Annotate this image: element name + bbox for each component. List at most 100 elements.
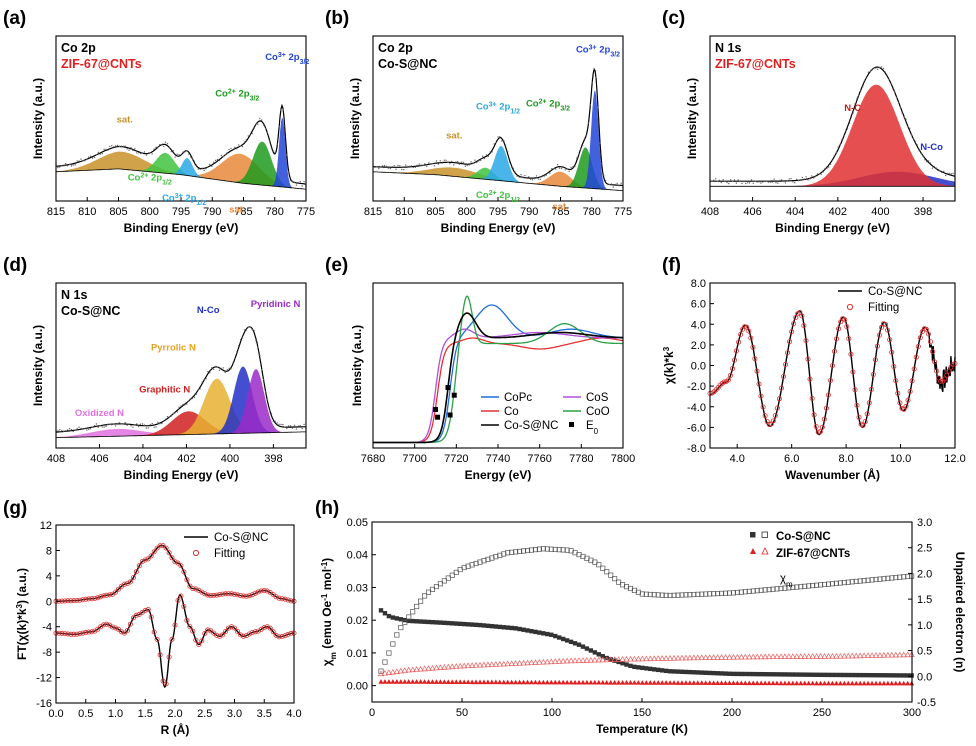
series-triangle-filled <box>778 680 784 686</box>
raw-data-point <box>541 175 543 178</box>
series-square-filled <box>513 626 518 631</box>
raw-data-point <box>385 165 388 167</box>
series-triangle-open <box>686 654 694 661</box>
raw-data-point <box>243 329 246 331</box>
series-square-filled <box>473 622 479 628</box>
series-square-filled <box>410 618 415 624</box>
series-triangle-filled <box>675 680 681 685</box>
series-triangle-open <box>512 660 519 666</box>
raw-data-point <box>64 162 67 165</box>
fit-point <box>811 412 817 418</box>
raw-data-point <box>860 90 862 92</box>
series-square-filled <box>434 620 439 625</box>
x-tick-label: 0.0 <box>48 708 63 720</box>
fit-point <box>89 629 95 635</box>
series-triangle-filled <box>616 680 622 685</box>
series-triangle-open <box>563 657 571 664</box>
fit-point <box>721 379 727 385</box>
x-tick-label: 805 <box>426 206 444 218</box>
series-triangle-open <box>472 662 480 668</box>
raw-data-point <box>401 168 403 171</box>
fit-point <box>205 592 211 598</box>
raw-data-point <box>773 178 775 180</box>
raw-data-point <box>276 143 278 145</box>
raw-data-point <box>249 134 251 136</box>
fit-point <box>231 625 237 631</box>
raw-data-point <box>780 179 783 181</box>
fit-point <box>184 617 190 623</box>
fit-point <box>225 625 231 631</box>
fit-point <box>870 371 876 377</box>
series-triangle-filled <box>449 679 455 684</box>
fit-point <box>83 596 89 602</box>
series-square-open <box>881 576 887 582</box>
raw-data-point <box>107 149 109 151</box>
series-triangle-filled <box>540 679 546 685</box>
x-tick-label: 810 <box>78 206 96 218</box>
fit-point <box>746 328 752 334</box>
panel-sample: Co-S@NC <box>61 304 120 318</box>
series-triangle-filled <box>421 679 428 684</box>
series-square-open <box>378 668 384 674</box>
series-triangle-open <box>381 669 389 676</box>
raw-data-point <box>903 116 905 119</box>
raw-data-point <box>147 152 149 154</box>
raw-data-point <box>520 174 522 176</box>
series-triangle-filled <box>885 680 891 686</box>
series-triangle-open <box>809 653 816 659</box>
series-square-filled <box>560 636 566 642</box>
series-square-filled <box>719 671 724 676</box>
series-square-filled <box>632 664 637 670</box>
background-line <box>56 431 307 438</box>
raw-data-point <box>132 149 134 152</box>
fit-point <box>832 348 838 354</box>
series-square-open <box>810 583 816 589</box>
series-square-open <box>469 562 475 568</box>
fit-point <box>276 595 282 601</box>
raw-data-point <box>383 165 386 167</box>
series-square-filled <box>727 671 732 676</box>
series-square-filled <box>687 669 693 675</box>
legend-marker <box>761 547 769 555</box>
raw-data-point <box>122 423 125 425</box>
series-square-open <box>873 576 879 583</box>
series-square-filled <box>588 648 594 653</box>
fit-point <box>781 373 787 379</box>
raw-data-point <box>449 163 451 165</box>
series-triangle-filled <box>742 680 748 686</box>
series-triangle-filled <box>437 679 443 684</box>
raw-data-point <box>722 179 724 181</box>
fit-point <box>142 557 148 563</box>
raw-data-point <box>80 427 82 430</box>
raw-data-point <box>78 426 80 428</box>
raw-data-point <box>737 179 739 181</box>
raw-data-point <box>816 173 819 175</box>
raw-data-point <box>201 167 203 169</box>
series-triangle-filled <box>414 679 420 684</box>
series-square-filled <box>850 672 855 678</box>
series-triangle-open <box>393 668 401 674</box>
series-triangle-filled <box>877 680 883 686</box>
raw-data-point <box>284 426 286 428</box>
raw-data-point <box>551 168 553 170</box>
y-axis-label: Intensity (a.u.) <box>31 325 45 406</box>
series-triangle-open <box>702 654 709 660</box>
series-triangle-open <box>658 655 666 661</box>
y2-tick-label: 0.0 <box>917 671 932 683</box>
raw-data-point <box>266 398 269 401</box>
raw-data-point <box>788 178 790 180</box>
fit-point <box>172 622 178 628</box>
fit-point <box>205 627 211 633</box>
fit-point <box>151 629 157 635</box>
raw-data-point <box>164 418 167 420</box>
series-square-open <box>786 585 792 591</box>
raw-data-point <box>528 176 530 178</box>
raw-data-point <box>593 68 595 70</box>
fit-point <box>74 598 80 604</box>
raw-data-point <box>111 145 113 147</box>
series-triangle-open <box>888 651 896 658</box>
fit-point <box>234 629 240 635</box>
raw-data-point <box>537 178 540 180</box>
series-triangle-open <box>678 654 686 661</box>
raw-data-point <box>884 71 886 73</box>
